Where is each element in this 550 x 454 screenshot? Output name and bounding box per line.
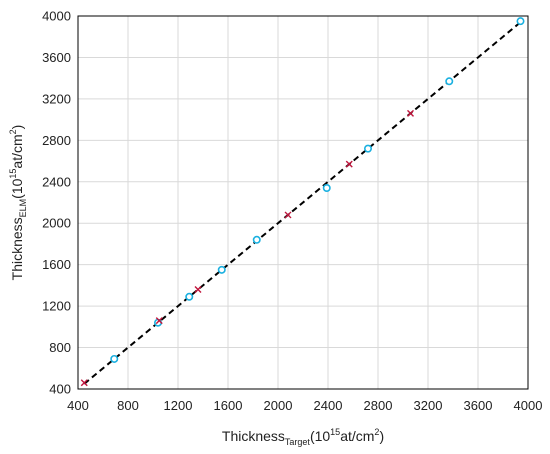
y-tick-label: 3200 [42,91,71,106]
x-tick-label: 2400 [314,398,343,413]
x-tick-label: 2800 [364,398,393,413]
y-axis-title-end: ) [9,125,25,130]
y-tick-label: 400 [49,382,71,397]
x-axis-title-unit-exponent: 2 [374,427,379,437]
data-point-circle [110,354,119,363]
y-tick-label: 1600 [42,257,71,272]
y-axis-title-main: Thickness [9,217,25,280]
data-point-circle [516,17,525,26]
data-point-cross [407,109,414,117]
y-axis-title-unit-exponent: 2 [8,129,18,134]
x-axis-title-subscript: Target [285,437,311,447]
y-tick-label: 4000 [42,9,71,24]
x-tick-label: 1200 [164,398,193,413]
data-point-circle [363,144,372,153]
data-points [80,17,525,387]
x-tick-label: 3200 [414,398,443,413]
y-tick-label: 2000 [42,216,71,231]
x-axis-title-unit: at/cm [340,428,374,444]
y-axis-title-subscript: ELM [18,199,28,218]
y-axis-title-unit: at/cm [9,134,25,168]
x-axis-title: ThicknessTarget(1015at/cm2) [222,427,384,447]
data-point-circle [322,183,331,192]
data-point-cross [284,211,292,219]
y-tick-label: 2400 [42,174,71,189]
data-point-cross [80,379,88,387]
x-tick-label: 4000 [514,398,543,413]
data-point-cross [345,160,353,168]
y-tick-labels: 400 800 1200 1600 2000 2400 2800 3200 3600 4000 [42,9,71,397]
data-point-circle [185,292,194,301]
y-tick-label: 1200 [42,299,71,314]
x-axis-title-exponent: 15 [330,427,340,437]
x-tick-labels: 400 800 1200 1600 2000 2400 2800 3200 3600 4000 [67,398,542,413]
y-tick-label: 2800 [42,133,71,148]
x-tick-label: 2000 [264,398,293,413]
x-tick-label: 3600 [464,398,493,413]
x-tick-label: 1600 [214,398,243,413]
y-axis-title-unit-prefix: (10 [9,178,25,198]
data-point-circle [445,77,454,86]
data-point-circle [252,235,261,244]
y-axis-title: ThicknessELM(1015at/cm2) [8,125,28,281]
data-point-circle [217,265,226,274]
data-point-cross [194,286,202,294]
data-point-cross [155,317,163,325]
y-tick-label: 3600 [42,50,71,65]
y-tick-label: 800 [49,340,71,355]
y-axis-title-exponent: 15 [8,169,18,179]
x-tick-label: 800 [117,398,139,413]
x-axis-title-unit-prefix: (10 [310,428,330,444]
x-tick-label: 400 [67,398,89,413]
x-axis-title-end: ) [379,428,384,444]
x-axis-title-main: Thickness [222,428,285,444]
plot-frame [77,15,529,390]
